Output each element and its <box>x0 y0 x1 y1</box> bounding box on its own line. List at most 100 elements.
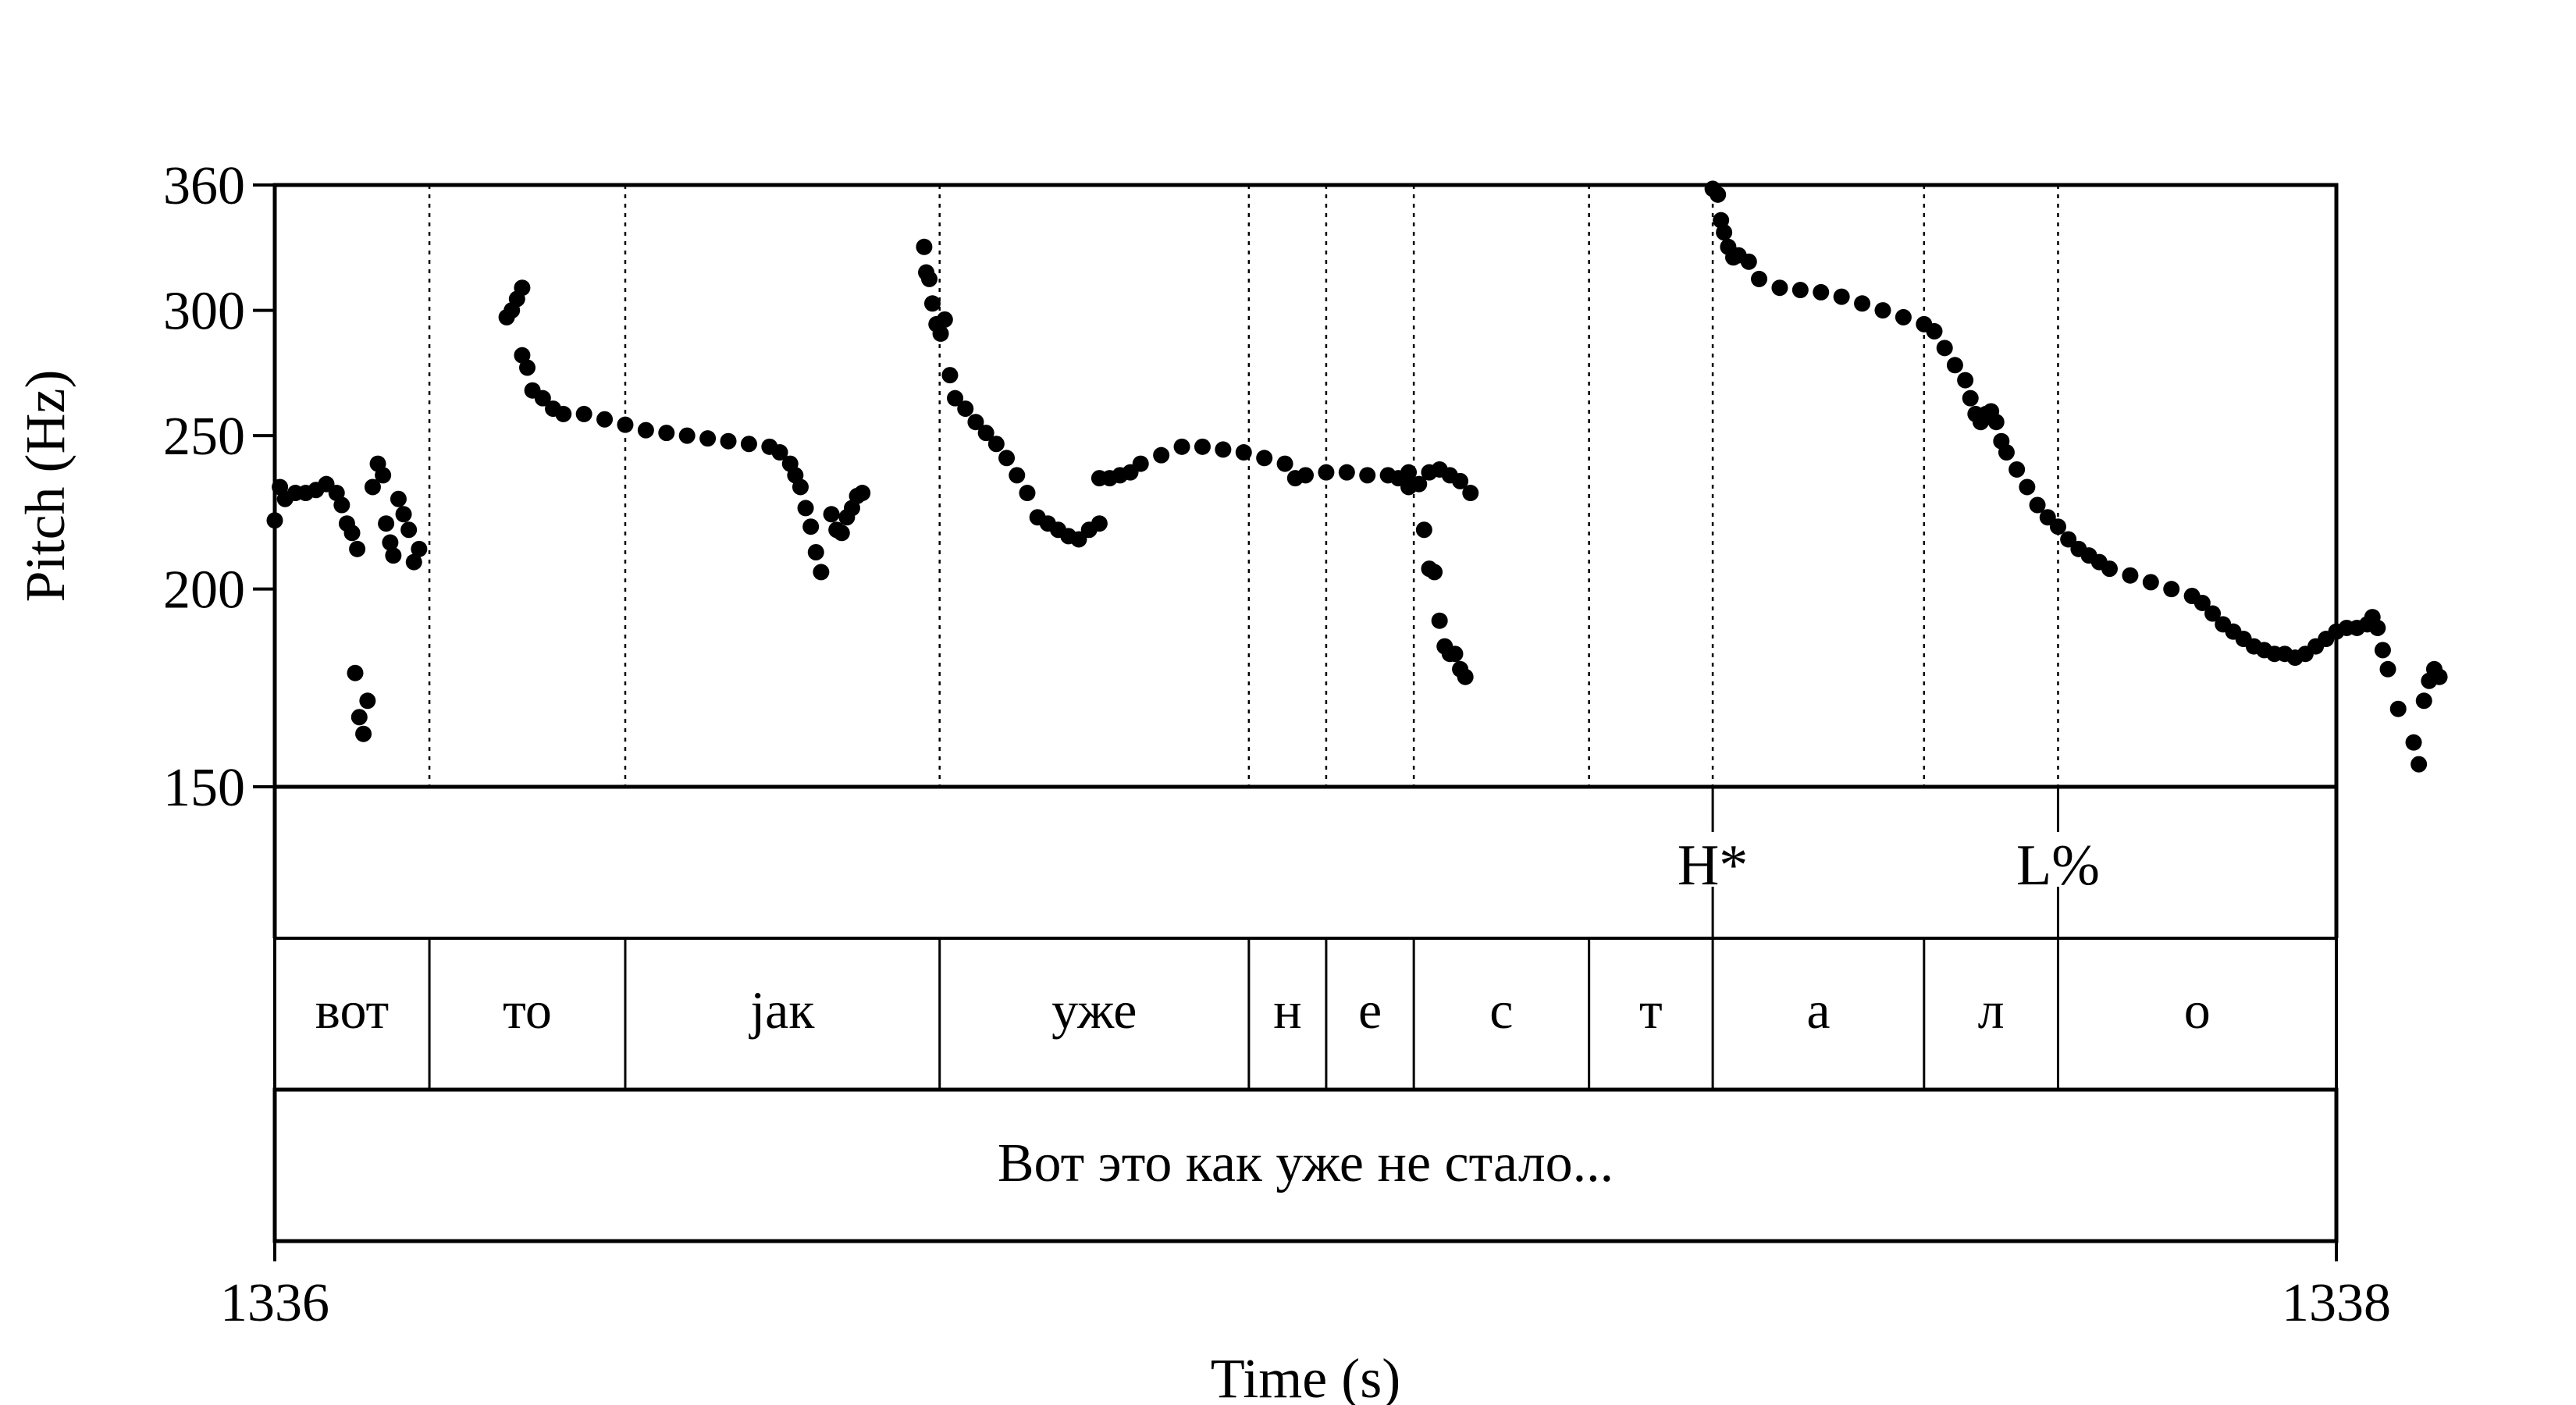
pitch-point <box>1318 464 1335 481</box>
pitch-point <box>2101 560 2118 578</box>
pitch-point <box>2431 668 2448 685</box>
sentence-tier-frame <box>272 1087 2339 1243</box>
pitch-point <box>967 414 984 431</box>
pitch-point <box>1946 357 1963 374</box>
pitch-point <box>2369 619 2386 636</box>
pitch-point <box>699 430 717 447</box>
pitch-point <box>1998 444 2015 461</box>
pitch-point <box>333 496 350 514</box>
pitch-point <box>823 506 840 523</box>
segment-label: вот <box>315 980 389 1040</box>
pitch-point <box>343 525 361 542</box>
pitch-point <box>916 238 933 255</box>
pitch-point <box>364 478 381 496</box>
pitch-point <box>2163 581 2180 598</box>
pitch-point <box>575 405 592 422</box>
pitch-point <box>2060 531 2077 548</box>
pitch-point <box>998 450 1016 467</box>
pitch-point <box>1791 282 1809 299</box>
x-axis-ticks: 1336 1338 <box>220 1241 2391 1333</box>
pitch-point <box>932 325 949 342</box>
pitch-point <box>771 444 788 461</box>
tone-tier: H* L% <box>1678 787 2100 938</box>
pitch-point <box>1987 414 2005 431</box>
pitch-point <box>947 389 964 407</box>
pitch-point <box>1276 455 1293 472</box>
pitch-point <box>936 311 953 328</box>
segment-tier-frame <box>273 937 2338 1091</box>
pitch-point <box>2049 518 2066 535</box>
segment-label: а <box>1806 980 1830 1040</box>
pitch-point <box>2194 594 2211 611</box>
plot-frames <box>272 183 2339 1243</box>
pitch-point <box>1256 450 1273 467</box>
pitch-point <box>2142 574 2159 591</box>
pitch-point <box>678 427 696 444</box>
y-tick-label: 200 <box>163 560 245 621</box>
pitch-point <box>1716 224 1733 241</box>
pitch-point <box>802 518 820 535</box>
pitch-point <box>2008 461 2026 478</box>
pitch-point <box>411 540 428 557</box>
pitch-point <box>1751 270 1768 287</box>
pitch-point <box>987 436 1005 453</box>
pitch-point <box>596 411 614 428</box>
pitch-panel-frame <box>272 183 2339 789</box>
pitch-point <box>514 279 531 297</box>
pitch-point <box>1457 668 1474 685</box>
pitch-point <box>400 521 418 539</box>
pitch-point <box>792 478 809 496</box>
pitch-point <box>2411 756 2428 773</box>
pitch-point <box>1426 564 1443 581</box>
y-axis-title: Pitch (Hz) <box>14 370 76 603</box>
sentence-label: Вот это как уже не стало... <box>998 1133 1614 1193</box>
pitch-point <box>1771 279 1788 297</box>
pitch-point <box>833 525 850 542</box>
pitch-point <box>1400 464 1418 481</box>
pitch-point <box>405 553 422 571</box>
pitch-point <box>1854 295 1871 312</box>
x-axis-title: Time (s) <box>1211 1347 1400 1405</box>
segment-label: уже <box>1051 980 1137 1040</box>
pitch-point <box>385 547 402 564</box>
segment-boundaries <box>428 185 2059 787</box>
tone-label: L% <box>2016 834 2100 898</box>
pitch-point <box>1091 515 1108 532</box>
pitch-point <box>2029 496 2046 514</box>
pitch-point <box>1009 467 1026 484</box>
y-axis-ticks: 150 200 250 300 360 <box>163 156 275 818</box>
pitch-point <box>1462 485 1479 502</box>
pitch-point <box>1415 521 1432 539</box>
pitch-point <box>658 425 675 442</box>
pitch-point <box>534 389 551 407</box>
pitch-point <box>1813 283 1830 301</box>
segment-label: о <box>2184 980 2211 1040</box>
pitch-point <box>1411 475 1428 493</box>
segment-label: с <box>1489 980 1513 1040</box>
segment-label: е <box>1358 980 1382 1040</box>
pitch-point <box>923 295 941 312</box>
pitch-point <box>1338 464 1355 481</box>
segment-label: т <box>1639 980 1663 1040</box>
pitch-point <box>720 432 737 450</box>
pitch-point <box>2122 567 2139 584</box>
pitch-point <box>2389 700 2407 717</box>
pitch-point <box>740 436 757 453</box>
pitch-point <box>1895 308 1912 325</box>
pitch-point <box>941 367 959 384</box>
pitch-point <box>1359 467 1376 484</box>
pitch-point <box>347 664 364 681</box>
pitch-point <box>797 500 814 517</box>
pitch-point <box>2374 642 2391 659</box>
pitch-point <box>359 692 376 710</box>
pitch-point <box>1173 438 1190 455</box>
segment-label: то <box>503 980 552 1040</box>
pitch-point <box>1215 441 1232 458</box>
pitch-point <box>807 543 824 560</box>
pitch-point <box>514 347 531 364</box>
pitch-point <box>2405 734 2422 751</box>
pitch-point <box>2204 605 2222 622</box>
pitch-point <box>1446 646 1464 663</box>
segment-label: јак <box>749 980 815 1040</box>
